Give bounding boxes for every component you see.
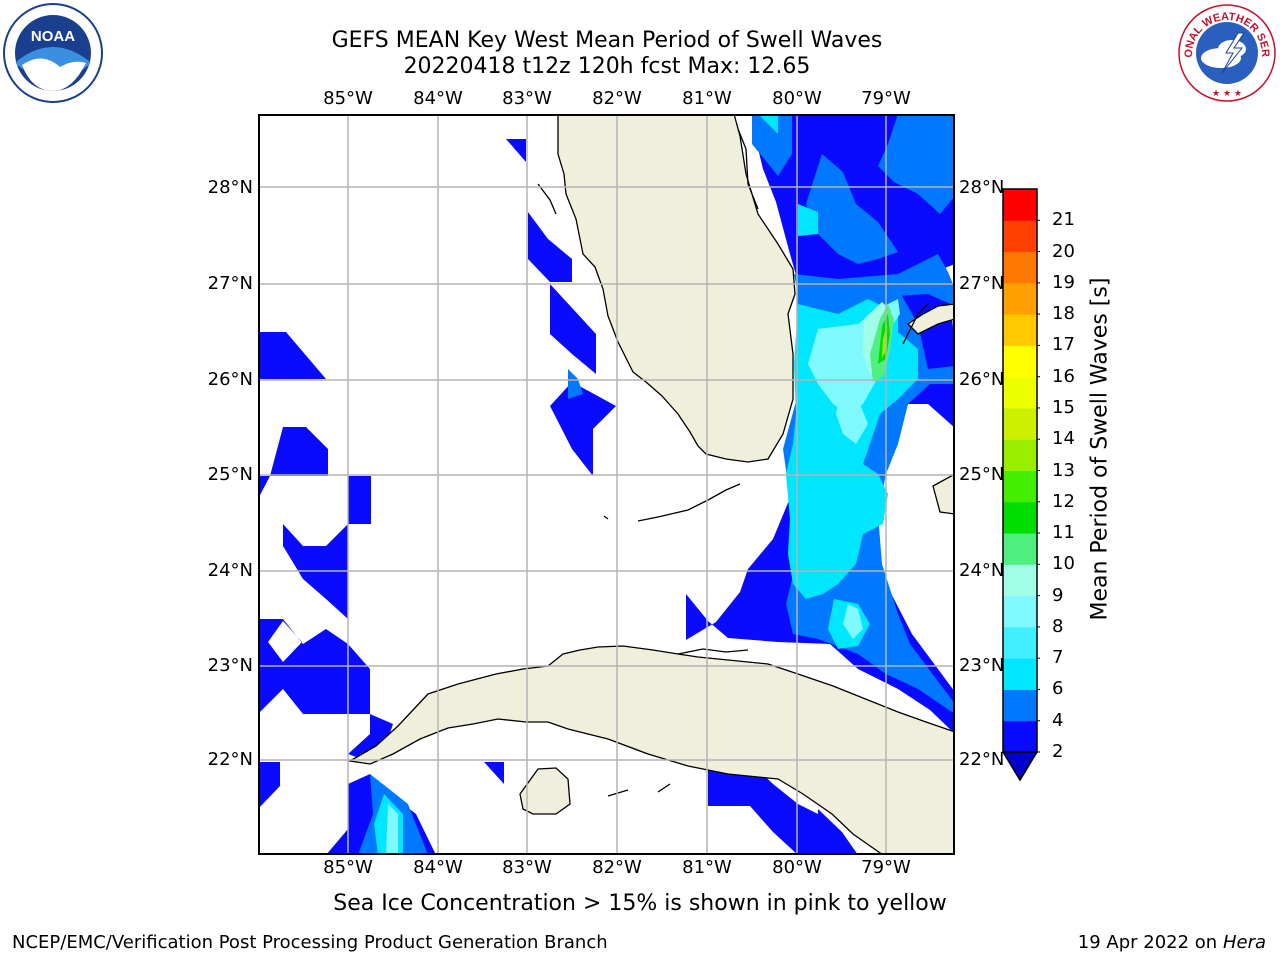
colorbar-segment [1003,626,1037,659]
lon-label-top: 85°W [323,88,373,109]
colorbar-level-label: 21 [1052,209,1075,231]
colorbar-segment [1003,501,1037,534]
svg-text:★ ★ ★: ★ ★ ★ [1212,89,1242,99]
colorbar-level-label: 10 [1052,553,1075,575]
colorbar-level-label: 15 [1052,396,1075,418]
map-title-line2: 20220418 t12z 120h fcst Max: 12.65 [403,54,811,79]
noaa-logo: NOAA [3,3,103,103]
colorbar-frame [1002,188,1038,753]
lon-label-top: 79°W [861,88,911,109]
map-panel [258,114,955,855]
lat-label-right: 26°N [959,369,1005,390]
lat-label-left: 25°N [207,464,253,485]
colorbar-segment [1003,345,1037,378]
coastline-islands [537,128,929,797]
lat-label-left: 23°N [207,655,253,676]
lat-label-right: 25°N [959,464,1005,485]
lon-label-bottom: 80°W [772,857,822,878]
colorbar-level-label: 12 [1052,490,1075,512]
lon-label-bottom: 83°W [502,857,552,878]
lon-label-bottom: 79°W [861,857,911,878]
colorbar-segment [1003,595,1037,628]
colorbar-level-label: 19 [1052,271,1075,293]
sea-ice-note: Sea Ice Concentration > 15% is shown in … [333,891,947,916]
colorbar-level-label: 2 [1052,741,1064,762]
colorbar-segment [1003,658,1037,690]
nws-logo: NATIONAL WEATHER SERVICE ★ ★ ★ [1176,3,1276,102]
lon-label-top: 83°W [502,88,552,109]
graticule [258,114,955,855]
lat-label-right: 28°N [959,177,1005,198]
colorbar-level-label: 7 [1052,647,1064,669]
footer-host: Hera [1222,932,1266,953]
lat-label-left: 28°N [207,177,253,198]
footer-left: NCEP/EMC/Verification Post Processing Pr… [12,932,608,953]
footer-date: 19 Apr 2022 on [1077,932,1223,953]
lat-label-left: 27°N [207,273,253,294]
lon-label-bottom: 81°W [682,857,732,878]
lat-label-left: 24°N [207,560,253,581]
colorbar-level-label: 20 [1052,240,1075,262]
lat-label-right: 23°N [959,655,1005,676]
colorbar-segments [1003,189,1037,753]
colorbar-level-label: 17 [1052,334,1075,356]
colorbar-level-label: 4 [1052,709,1064,731]
colorbar-segment [1003,314,1037,346]
colorbar-segment [1003,439,1037,471]
colorbar-segment [1003,564,1037,597]
colorbar-segment [1003,470,1037,503]
lon-label-top: 84°W [413,88,463,109]
colorbar-segment [1003,533,1037,565]
colorbar-level-label: 14 [1052,428,1075,450]
lon-label-bottom: 82°W [592,857,642,878]
lon-label-top: 81°W [682,88,732,109]
map-title-line1: GEFS MEAN Key West Mean Period of Swell … [331,28,883,53]
noaa-logo-text: NOAA [31,28,75,45]
colorbar-level-label: 11 [1052,522,1075,544]
colorbar-title: Mean Period of Swell Waves [s] [1087,277,1113,621]
colorbar-segment [1003,407,1037,440]
lat-label-right: 27°N [959,273,1005,294]
lon-label-top: 80°W [772,88,822,109]
colorbar-level-label: 13 [1052,459,1075,481]
colorbar-segment [1003,376,1037,409]
map-frame [258,114,955,855]
colorbar-segment [1003,189,1037,221]
colorbar-segment [1003,720,1037,753]
colorbar-segment [1003,220,1037,253]
colorbar-segment [1003,689,1037,722]
colorbar-level-label: 8 [1052,615,1064,637]
colorbar-level-label: 9 [1052,584,1064,606]
colorbar-level-label: 16 [1052,365,1075,387]
lat-label-left: 26°N [207,369,253,390]
lat-label-right: 22°N [959,749,1005,770]
lon-label-top: 82°W [592,88,642,109]
colorbar-level-label: 6 [1052,678,1064,700]
colorbar [1001,188,1040,782]
lon-label-bottom: 84°W [413,857,463,878]
colorbar-level-label: 18 [1052,303,1075,325]
footer-right: 19 Apr 2022 on Hera [1078,932,1266,953]
lat-label-right: 24°N [959,560,1005,581]
colorbar-segment [1003,282,1037,315]
colorbar-segment [1003,251,1037,284]
lon-label-bottom: 85°W [323,857,373,878]
colorbar-extend-arrow [1001,751,1039,782]
lat-label-left: 22°N [207,749,253,770]
